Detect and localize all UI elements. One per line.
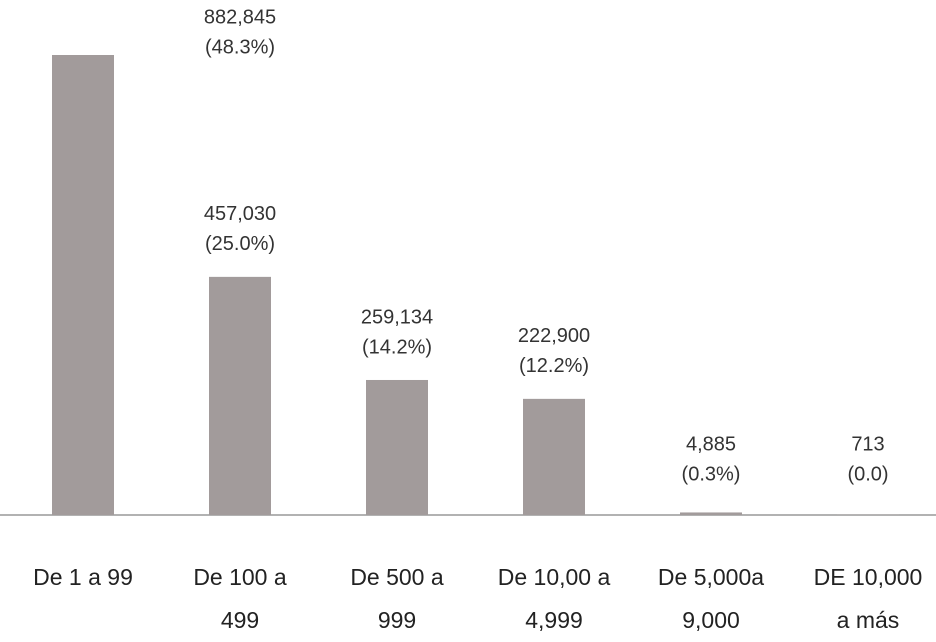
value-label: 882,845 [204,6,276,28]
percent-label: (12.2%) [519,355,589,377]
bar [366,380,428,515]
percent-label: (48.3%) [205,36,275,58]
percent-label: (0.0) [847,463,888,485]
value-label: 4,885 [686,433,736,455]
value-label: 457,030 [204,203,276,225]
bar [209,277,271,515]
x-tick-label: De 100 a 499 [178,556,302,642]
percent-label: (0.3%) [682,463,741,485]
bar [680,512,742,515]
x-tick-label: De 500 a 999 [335,556,459,642]
x-tick-label: De 5,000a 9,000 [649,556,773,642]
value-label: 713 [851,433,884,455]
x-tick-label: De 1 a 99 [21,556,145,599]
value-label: 222,900 [518,325,590,347]
x-tick-label: De 10,00 a 4,999 [492,556,616,642]
percent-label: (14.2%) [362,336,432,358]
bar [523,399,585,515]
value-label: 259,134 [361,306,433,328]
percent-label: (25.0%) [205,233,275,255]
x-tick-label: DE 10,000 a más [806,556,930,642]
bar [52,55,114,515]
